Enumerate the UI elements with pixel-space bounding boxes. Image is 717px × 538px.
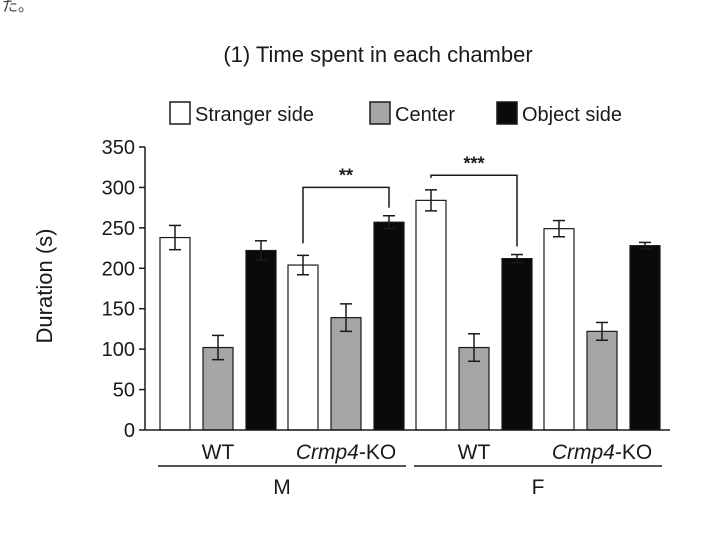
legend-swatch (369, 101, 391, 125)
bars (159, 199, 661, 431)
significance-bracket (430, 174, 518, 247)
y-tick-label: 200 (102, 258, 135, 280)
bar (629, 245, 661, 431)
group-label: M (273, 476, 291, 499)
legend-label: Object side (522, 104, 622, 126)
legend: Stranger side Center Object side (169, 101, 622, 126)
bar (373, 221, 405, 431)
x-category-label: WT (458, 441, 491, 464)
y-axis-label: Duration (s) (32, 229, 57, 344)
x-category-label: Crmp4-KO (296, 441, 396, 464)
y-tick-label: 50 (113, 380, 135, 402)
error-bars (169, 189, 651, 363)
legend-swatch (496, 101, 518, 125)
chart-title: (1) Time spent in each chamber (223, 42, 532, 67)
corner-text: た。 (2, 0, 35, 15)
y-tick-label: 150 (102, 299, 135, 321)
legend-label: Center (395, 104, 455, 126)
bar (586, 330, 618, 431)
legend-label: Stranger side (195, 104, 314, 126)
x-axis: WT Crmp4-KO WT Crmp4-KOM F (145, 429, 670, 499)
y-tick-label: 300 (102, 177, 135, 199)
y-axis: 0 50 100 150 200 250 300 350 (102, 137, 146, 442)
bar (543, 228, 575, 431)
significance-label: ** (339, 165, 353, 185)
bar (245, 249, 277, 431)
y-tick-label: 100 (102, 339, 135, 361)
bar (159, 236, 191, 431)
x-category-label: Crmp4-KO (552, 441, 652, 464)
significance-label: *** (463, 153, 484, 173)
bar (501, 257, 533, 431)
bar (415, 199, 447, 431)
legend-swatch (169, 101, 191, 125)
bar (202, 346, 234, 431)
y-tick-label: 0 (124, 420, 135, 442)
bar (330, 317, 362, 431)
y-tick-label: 350 (102, 137, 135, 159)
group-label: F (532, 476, 545, 499)
y-tick-label: 250 (102, 218, 135, 240)
x-category-label: WT (202, 441, 235, 464)
significance-brackets: ***** (302, 153, 518, 247)
bar (287, 264, 319, 431)
significance-bracket (302, 186, 390, 244)
